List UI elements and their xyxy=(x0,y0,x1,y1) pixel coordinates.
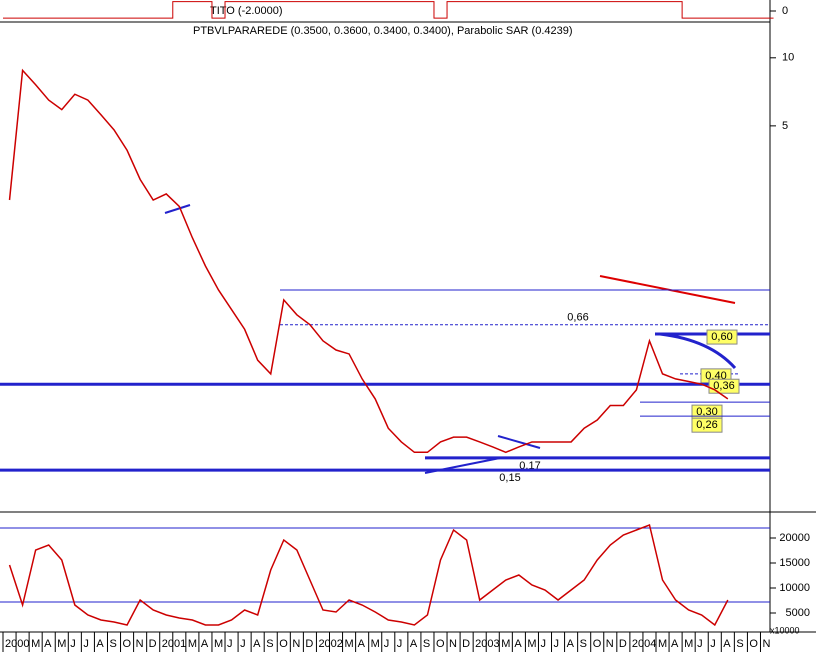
x-tick-label: N xyxy=(136,638,144,650)
x-tick-label: S xyxy=(266,638,273,650)
x-tick-label: A xyxy=(201,638,209,650)
x-tick-label: A xyxy=(723,638,731,650)
data-line xyxy=(8,68,729,454)
x-tick-label: 2001 xyxy=(162,638,186,650)
level-label-box xyxy=(691,417,723,433)
x-tick-label: D xyxy=(462,638,470,650)
level-label: 0,15 xyxy=(499,472,520,484)
x-tick-label: M xyxy=(684,638,693,650)
x-tick-label: A xyxy=(358,638,366,650)
y-tick-label: 20000 xyxy=(779,532,810,544)
x-tick-label: 2000 xyxy=(5,638,29,650)
x-tick-label: N xyxy=(762,638,770,650)
level-label: 0,66 xyxy=(567,312,588,324)
x-tick-label: M xyxy=(188,638,197,650)
level-label: 0,36 xyxy=(713,380,734,392)
y-tick-label: 5000 xyxy=(786,607,810,619)
x-tick-label: 2003 xyxy=(475,638,499,650)
x-tick-label: S xyxy=(736,638,743,650)
y-tick-label: 5 xyxy=(782,120,788,132)
x-tick-label: J xyxy=(697,638,703,650)
x-tick-label: M xyxy=(57,638,66,650)
data-line xyxy=(8,523,729,627)
x-tick-label: J xyxy=(83,638,89,650)
x-tick-label: M xyxy=(501,638,510,650)
x-tick-label: 2004 xyxy=(632,638,656,650)
price-title: PTBVLPARAREDE (0.3500, 0.3600, 0.3400, 0… xyxy=(193,25,573,37)
level-label: 0,30 xyxy=(696,406,717,418)
level-label: 0,60 xyxy=(711,331,732,343)
x-tick-label: M xyxy=(658,638,667,650)
x-tick-label: N xyxy=(449,638,457,650)
x-tick-label: J xyxy=(384,638,390,650)
x-tick-label: A xyxy=(671,638,679,650)
x-tick-label: A xyxy=(96,638,104,650)
level-label-box xyxy=(708,378,740,394)
level-label: 0,26 xyxy=(696,419,717,431)
x-tick-label: D xyxy=(619,638,627,650)
x-tick-label: M xyxy=(345,638,354,650)
x-tick-label: M xyxy=(214,638,223,650)
level-label-box xyxy=(706,329,738,345)
x-tick-label: M xyxy=(31,638,40,650)
x-tick-label: D xyxy=(149,638,157,650)
x-tick-label: J xyxy=(710,638,716,650)
x-tick-label: M xyxy=(371,638,380,650)
x-tick-label: 2002 xyxy=(318,638,342,650)
indicator-title: TITO (-2.0000) xyxy=(210,5,283,17)
x-tick-label: O xyxy=(593,638,602,650)
x-tick-label: O xyxy=(436,638,445,650)
x-tick-label: S xyxy=(580,638,587,650)
x-tick-label: A xyxy=(253,638,261,650)
x-tick-label: J xyxy=(540,638,546,650)
x-tick-label: A xyxy=(410,638,418,650)
x-tick-label: S xyxy=(423,638,430,650)
x-tick-label: M xyxy=(527,638,536,650)
x-tick-label: J xyxy=(227,638,233,650)
x-tick-label: O xyxy=(749,638,758,650)
x-tick-label: J xyxy=(554,638,560,650)
x-tick-label: D xyxy=(305,638,313,650)
x-tick-label: S xyxy=(109,638,116,650)
indicator-line xyxy=(3,1,774,19)
x-tick-label: J xyxy=(240,638,246,650)
trend-line xyxy=(497,435,541,449)
y-tick-label: 10 xyxy=(782,52,794,64)
x-tick-label: O xyxy=(123,638,132,650)
x-tick-label: A xyxy=(567,638,575,650)
x-tick-label: J xyxy=(70,638,76,650)
y-tick-label: 0 xyxy=(782,5,788,17)
x-tick-label: A xyxy=(44,638,52,650)
x-tick-label: N xyxy=(606,638,614,650)
unit-label: x10000 xyxy=(770,625,800,635)
y-tick-label: 10000 xyxy=(779,582,810,594)
x-tick-label: A xyxy=(514,638,522,650)
x-tick-label: J xyxy=(397,638,403,650)
y-tick-label: 15000 xyxy=(779,557,810,569)
trend-line xyxy=(164,204,191,214)
x-tick-label: O xyxy=(279,638,288,650)
x-tick-label: N xyxy=(292,638,300,650)
